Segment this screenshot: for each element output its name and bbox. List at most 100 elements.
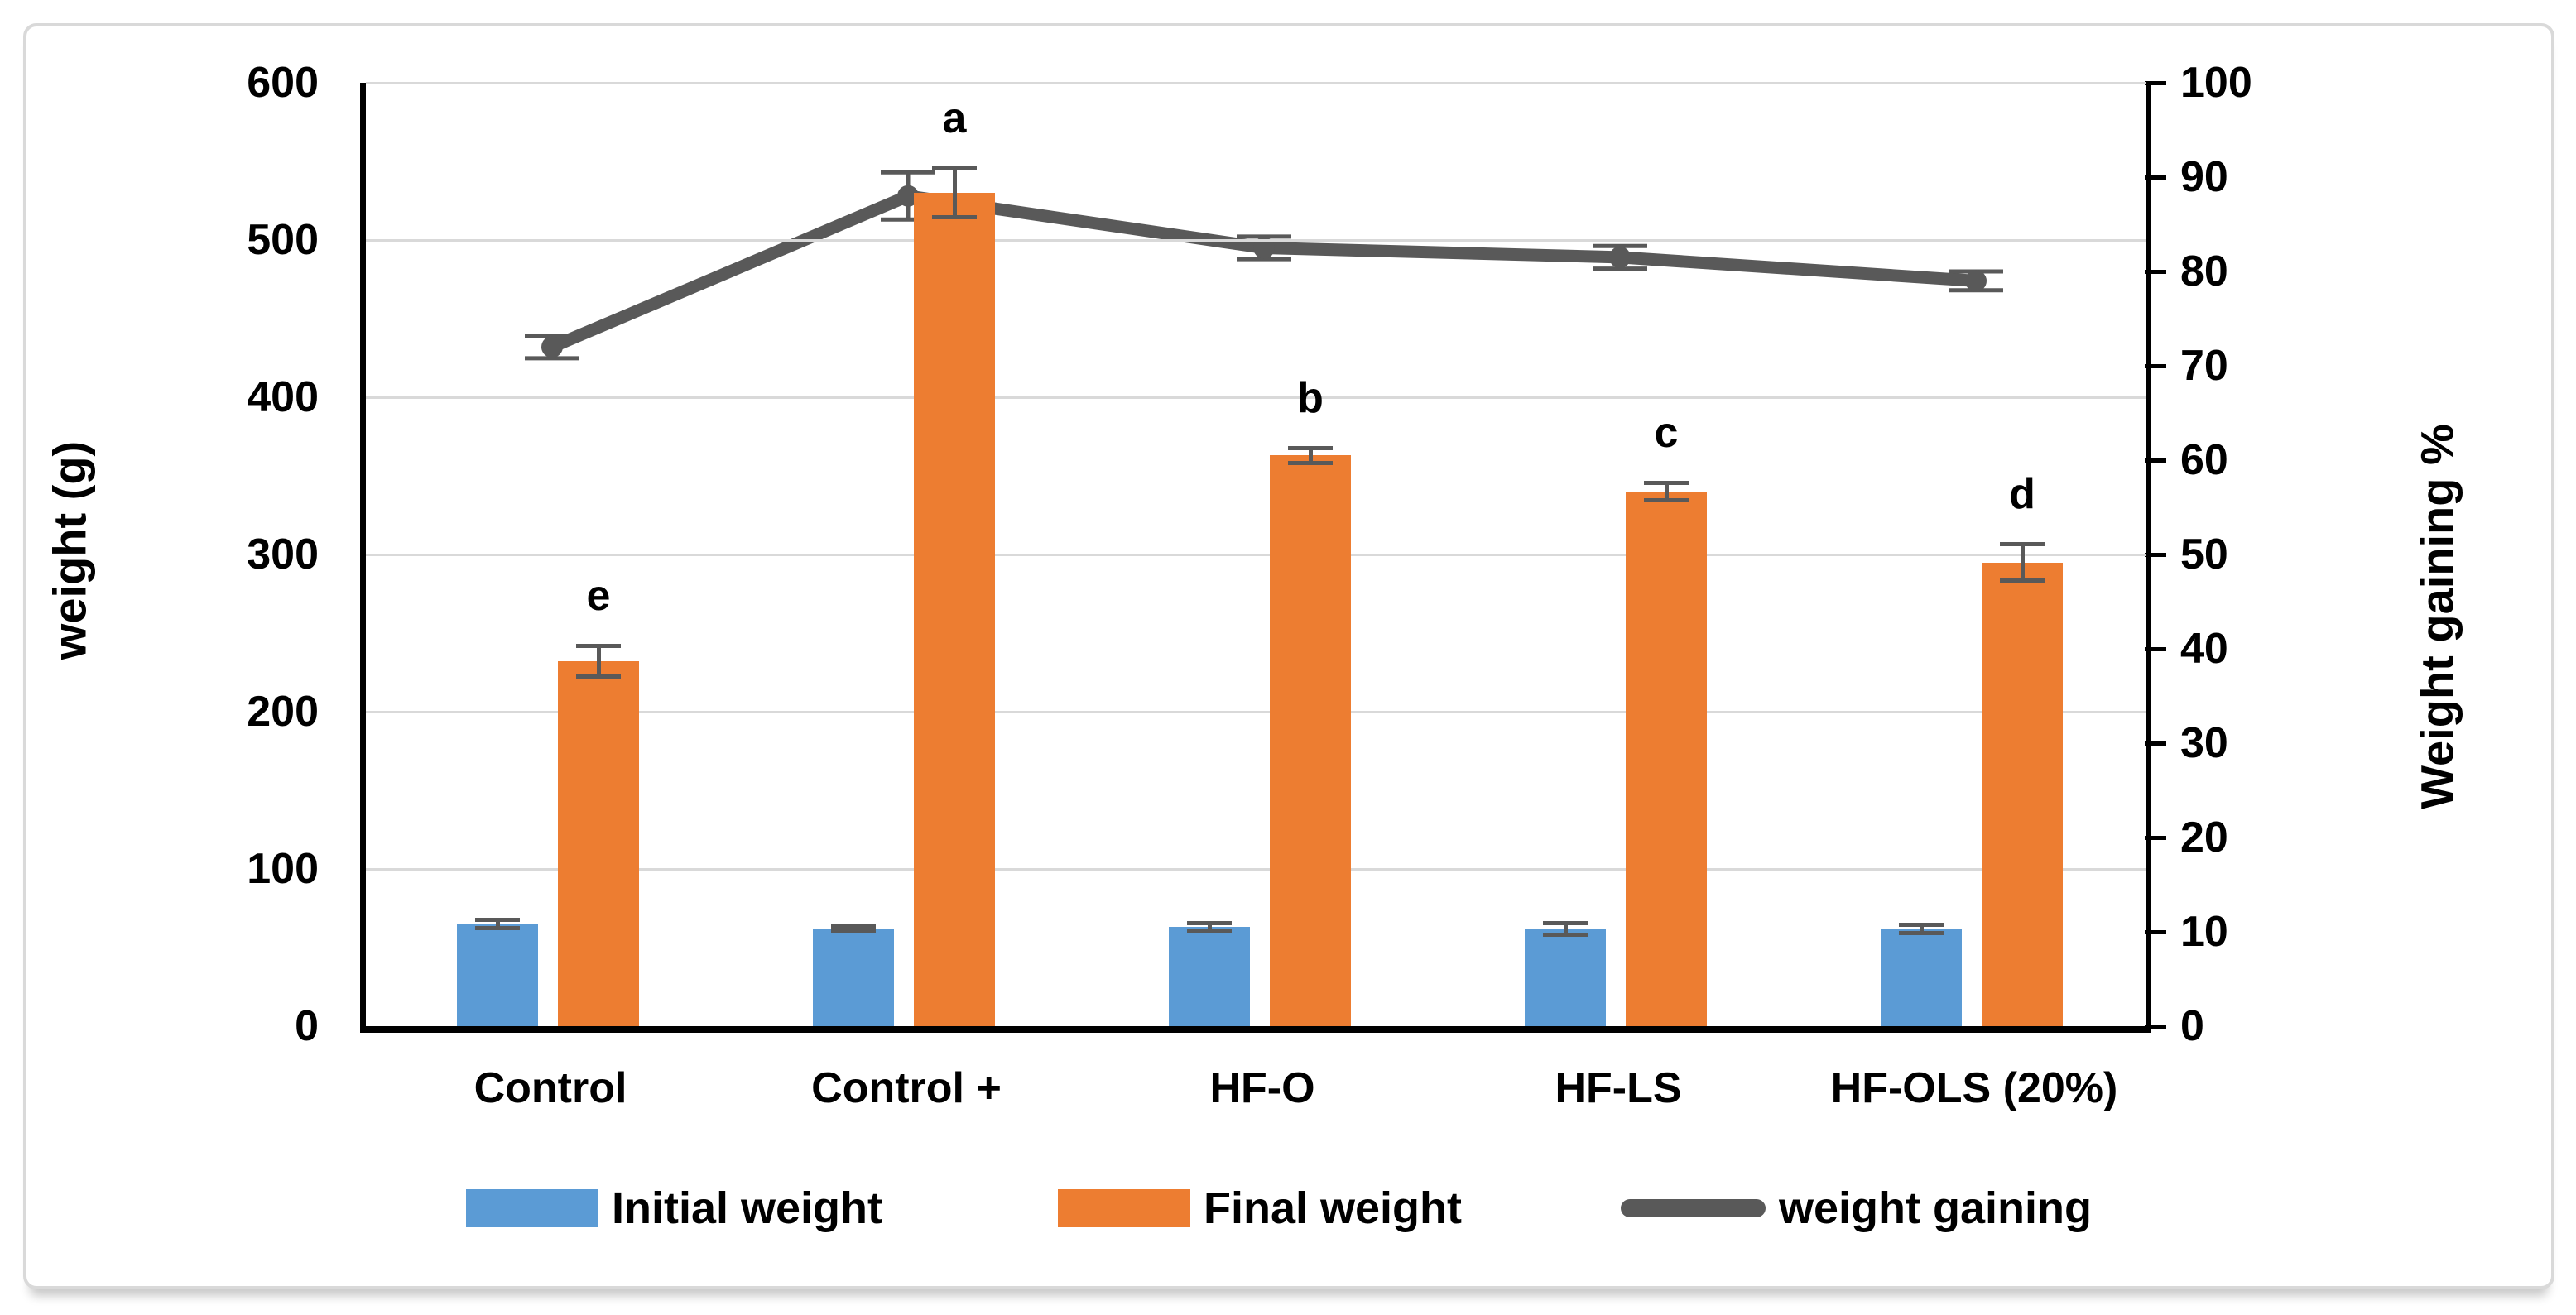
x-axis-category-label: HF-LS	[1555, 1064, 1682, 1112]
x-axis-category-label: HF-OLS (20%)	[1830, 1064, 2118, 1112]
right-tick-mark	[2145, 458, 2166, 463]
legend-color-swatch	[466, 1189, 598, 1227]
gridline	[366, 867, 2146, 871]
right-tick-mark	[2145, 552, 2166, 557]
legend-label: Final weight	[1204, 1183, 1463, 1233]
error-bar	[1664, 480, 1669, 503]
final-weight-bar	[1982, 562, 2063, 1026]
error-bar	[1308, 445, 1313, 465]
initial-weight-bar	[1525, 929, 1606, 1026]
legend-color-swatch	[1058, 1189, 1190, 1227]
error-bar-cap	[1187, 929, 1232, 933]
plot-area: e a b c d	[360, 81, 2151, 1033]
right-tick-mark	[2145, 1024, 2166, 1029]
gridline	[366, 238, 2146, 242]
right-tick-mark	[2145, 646, 2166, 651]
line-marker	[541, 336, 563, 358]
error-bar-cap	[1543, 920, 1588, 925]
right-tick-label: 30	[2180, 719, 2228, 767]
legend-label: Initial weight	[612, 1183, 883, 1233]
right-tick-label: 10	[2180, 908, 2228, 956]
significance-letter: d	[2009, 469, 2035, 518]
gridline	[366, 553, 2146, 556]
final-weight-bar	[1270, 455, 1351, 1026]
legend-item: weight gaining	[1621, 1182, 2092, 1235]
right-tick-mark	[2145, 835, 2166, 840]
left-tick-label: 500	[247, 216, 319, 264]
error-bar	[495, 917, 500, 931]
right-tick-label: 50	[2180, 530, 2228, 578]
left-tick-label: 600	[247, 59, 319, 107]
gridline	[366, 396, 2146, 399]
error-bar-cap	[831, 929, 876, 933]
error-bar-cap	[2000, 578, 2045, 583]
final-weight-bar	[1626, 492, 1707, 1026]
legend-line-swatch	[1621, 1199, 1766, 1217]
significance-letter: c	[1654, 408, 1679, 457]
weight-gaining-line	[545, 190, 1982, 353]
significance-letter: b	[1297, 373, 1324, 422]
left-tick-label: 400	[247, 373, 319, 421]
x-axis-category-label: HF-O	[1209, 1064, 1315, 1112]
error-bar-cap	[932, 215, 977, 220]
gridline	[366, 710, 2146, 713]
line-marker	[1609, 246, 1631, 268]
error-bar-cap	[576, 644, 621, 649]
initial-weight-bar	[813, 929, 894, 1026]
left-tick-label: 100	[247, 845, 319, 893]
error-bar-cap	[831, 924, 876, 929]
gridline	[366, 81, 2146, 84]
right-tick-mark	[2145, 175, 2166, 180]
initial-weight-bar	[1881, 929, 1962, 1026]
right-tick-label: 70	[2180, 342, 2228, 390]
initial-weight-bar	[1169, 927, 1250, 1026]
error-bar-cap	[2000, 541, 2045, 546]
line-marker	[1965, 270, 1987, 292]
error-bar-cap	[1644, 480, 1689, 485]
final-weight-bar	[558, 661, 639, 1026]
right-tick-mark	[2145, 741, 2166, 746]
legend-label: weight gaining	[1779, 1183, 2092, 1233]
significance-letter: e	[586, 572, 611, 621]
right-tick-mark	[2145, 80, 2166, 85]
right-tick-label: 60	[2180, 436, 2228, 484]
initial-weight-bar	[457, 924, 538, 1026]
error-bar	[952, 166, 957, 220]
error-bar	[596, 644, 601, 679]
left-tick-label: 200	[247, 688, 319, 736]
error-bar-cap	[475, 917, 520, 922]
error-bar-cap	[475, 926, 520, 931]
left-tick-label: 0	[295, 1002, 319, 1050]
error-bar-cap	[576, 674, 621, 679]
x-axis-category-label: Control	[473, 1064, 627, 1112]
right-tick-label: 100	[2180, 59, 2252, 107]
error-bar-cap	[1288, 460, 1333, 465]
final-weight-bar	[914, 193, 995, 1026]
right-tick-label: 90	[2180, 153, 2228, 201]
error-bar	[1563, 920, 1568, 937]
right-tick-mark	[2145, 363, 2166, 368]
error-bar-cap	[1899, 930, 1944, 935]
error-bar-cap	[1288, 445, 1333, 450]
error-bar-cap	[932, 166, 977, 170]
right-tick-label: 20	[2180, 813, 2228, 861]
legend-item: Final weight	[1058, 1182, 1462, 1235]
error-bar	[1207, 920, 1212, 933]
error-bar-cap	[1644, 498, 1689, 503]
error-bar-cap	[1187, 920, 1232, 925]
error-bar	[2020, 541, 2025, 583]
error-bar-cap	[1543, 932, 1588, 937]
left-tick-label: 300	[247, 530, 319, 578]
right-tick-label: 0	[2180, 1002, 2204, 1050]
significance-letter: a	[942, 94, 967, 142]
right-axis-title: Weight gaining %	[2410, 424, 2463, 809]
right-tick-label: 80	[2180, 247, 2228, 295]
error-bar	[851, 924, 856, 933]
right-tick-label: 40	[2180, 625, 2228, 673]
right-tick-mark	[2145, 929, 2166, 934]
right-tick-mark	[2145, 269, 2166, 274]
legend-item: Initial weight	[466, 1182, 882, 1235]
error-bar	[1919, 922, 1924, 935]
x-axis-category-label: Control +	[811, 1064, 1002, 1112]
